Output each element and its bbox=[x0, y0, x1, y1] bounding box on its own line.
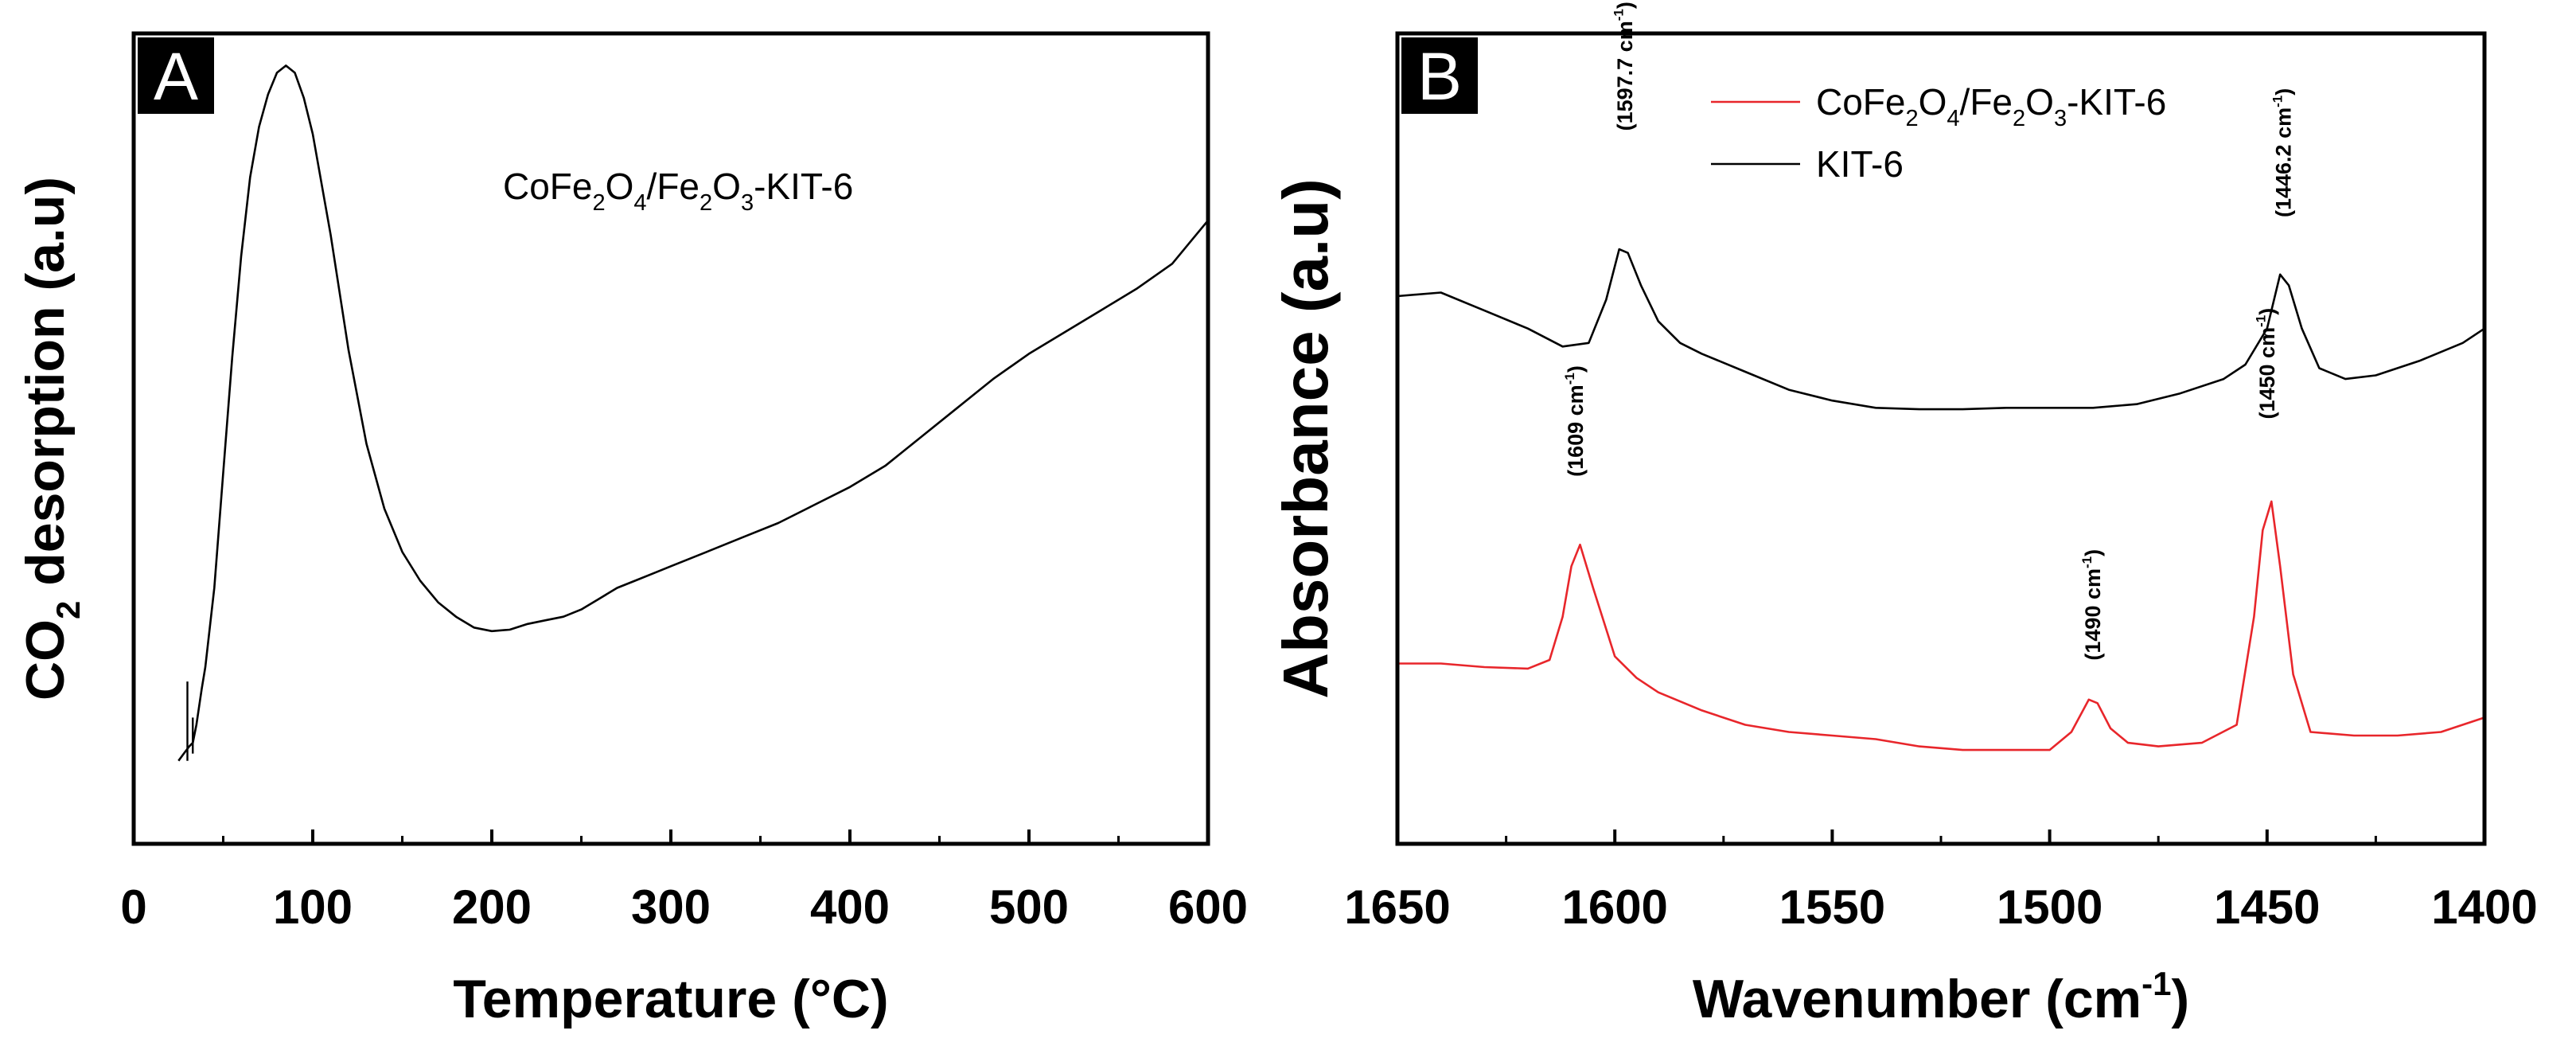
panel-a-x-ticks: 0 100 200 300 400 500 600 bbox=[120, 829, 1248, 934]
panel-b: (1597.7 cm-1) (1446.2 cm-1) (1609 cm-1) (14… bbox=[1270, 2, 2538, 1029]
panel-a-y-axis-title: CO2 desorption (a.u) bbox=[15, 177, 87, 701]
panel-b-series-line-kit-6 bbox=[1397, 248, 2485, 411]
panel-b-frame bbox=[1395, 31, 2487, 846]
panel-b-plot-area bbox=[1397, 248, 2485, 751]
panel-b-y-axis-title: Absorbance (a.u) bbox=[1270, 178, 1341, 698]
panel-a-x-tick-label: 200 bbox=[452, 880, 532, 934]
panel-b-x-tick-label: 1600 bbox=[1561, 880, 1667, 934]
panel-a-frame bbox=[131, 31, 1210, 846]
panel-b-x-tick-label: 1450 bbox=[2214, 880, 2320, 934]
panel-b-label-box bbox=[1401, 37, 1478, 114]
panel-a-label: A bbox=[154, 39, 198, 114]
panel-b-x-tick-label: 1650 bbox=[1344, 880, 1450, 934]
panel-b-peak-label: (1450 cm-1) bbox=[2254, 308, 2279, 420]
panel-b-label: B bbox=[1417, 39, 1462, 114]
panel-b-x-tick-label: 1400 bbox=[2431, 880, 2537, 934]
panel-a-x-tick-label: 100 bbox=[273, 880, 353, 934]
panel-a-x-tick-label: 300 bbox=[631, 880, 711, 934]
panel-a-x-tick-label: 600 bbox=[1168, 880, 1248, 934]
panel-b-peak-label: (1597.7 cm-1) bbox=[1611, 2, 1637, 131]
panel-b-x-ticks: 1650 1600 1550 1500 1450 1400 bbox=[1344, 829, 2538, 934]
panel-a-x-axis-title: Temperature (°C) bbox=[453, 969, 888, 1029]
panel-a-x-tick-label: 400 bbox=[810, 880, 890, 934]
panel-a-x-tick-label: 0 bbox=[120, 880, 146, 934]
panel-b-legend-label: KIT-6 bbox=[1816, 143, 1904, 185]
panel-b-x-tick-label: 1550 bbox=[1779, 880, 1885, 934]
panel-b-peak-labels: (1597.7 cm-1) (1446.2 cm-1) (1609 cm-1) (14… bbox=[1562, 2, 2296, 660]
panel-a-annotation: CoFe2O4/Fe2O3-KIT-6 bbox=[503, 166, 853, 216]
panel-a-plot-area bbox=[177, 64, 1210, 762]
panel-a-series-line-0 bbox=[177, 64, 1210, 762]
panel-b-x-axis-title: Wavenumber (cm-1) bbox=[1693, 965, 2189, 1029]
panel-a-label-box bbox=[138, 37, 214, 114]
panel-b-x-tick-label: 1500 bbox=[1997, 880, 2102, 934]
panel-b-series-line-cofe2o4-fe2o3-kit-6 bbox=[1397, 500, 2485, 751]
panel-b-legend-label: CoFe2O4/Fe2O3-KIT-6 bbox=[1816, 81, 2166, 131]
panel-b-peak-label: (1609 cm-1) bbox=[1562, 365, 1588, 477]
panel-b-peak-label: (1446.2 cm-1) bbox=[2270, 88, 2295, 217]
panel-a: A 0 100 200 300 400 500 600 CoFe2O4/Fe2O3-KIT-… bbox=[15, 31, 1248, 1029]
panel-b-legend: CoFe2O4/Fe2O3-KIT-6 KIT-6 bbox=[1711, 81, 2166, 185]
panel-a-x-tick-label: 500 bbox=[989, 880, 1069, 934]
panel-b-peak-label: (1490 cm-1) bbox=[2079, 549, 2105, 661]
